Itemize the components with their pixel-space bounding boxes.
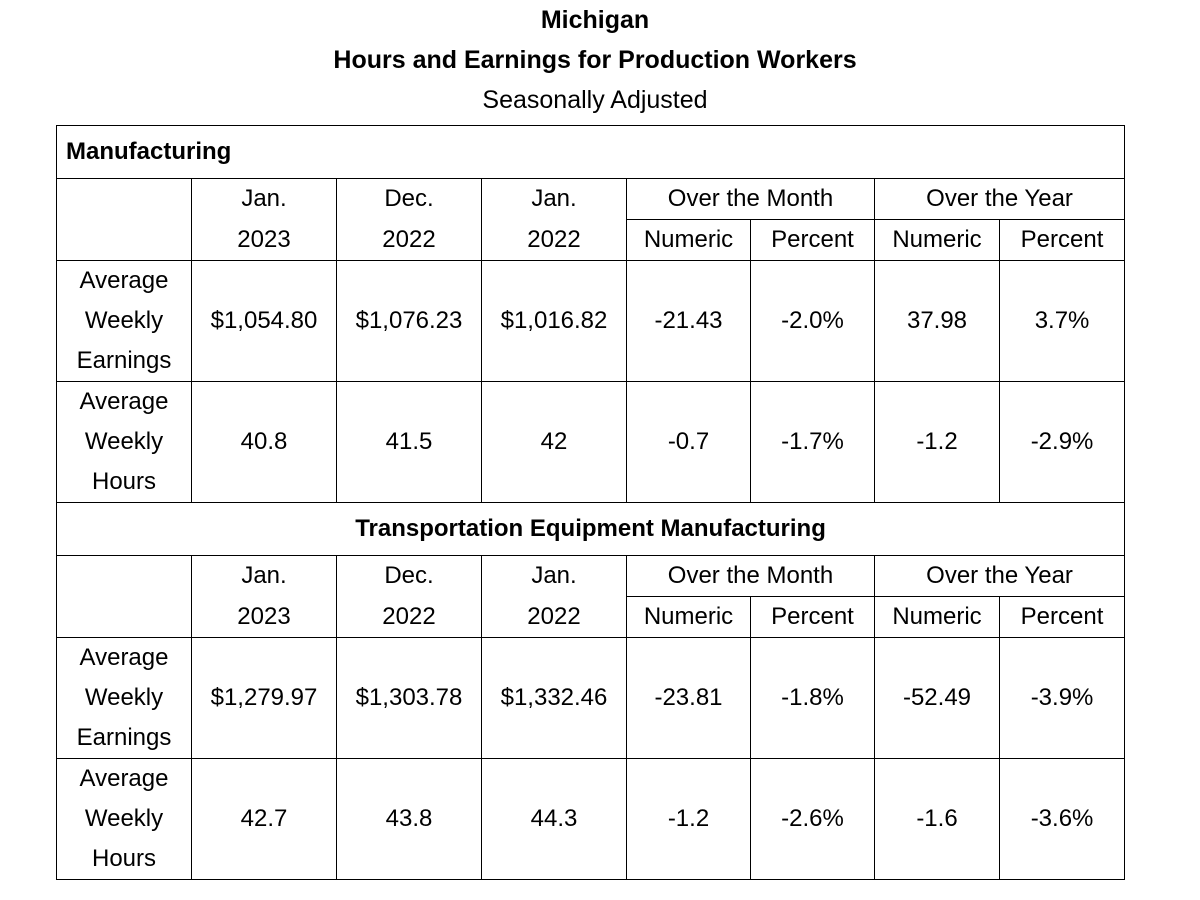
- value-cell: -1.7%: [750, 381, 875, 503]
- column-subheader-row: 2023 2022 2022 Numeric Percent Numeric P…: [56, 596, 1126, 638]
- col-header-over-month: Over the Month: [626, 555, 875, 597]
- row-label-line: Hours: [91, 845, 157, 872]
- row-label-line: Weekly: [84, 428, 164, 455]
- col-header-numeric: Numeric: [874, 219, 1000, 261]
- section-title: Manufacturing: [55, 125, 1126, 179]
- column-header-row: Jan. Dec. Jan. Over the Month Over the Y…: [56, 178, 1126, 220]
- column-header-row: Jan. Dec. Jan. Over the Month Over the Y…: [56, 555, 1126, 597]
- row-label-line: Average: [79, 644, 169, 671]
- page-title: Michigan: [540, 6, 650, 34]
- row-label: Average Weekly Hours: [56, 758, 192, 880]
- value-cell: $1,054.80: [191, 260, 337, 382]
- value-cell: $1,016.82: [481, 260, 627, 382]
- col-header-numeric: Numeric: [626, 219, 751, 261]
- adjustment-note: Seasonally Adjusted: [482, 86, 708, 114]
- hours-earnings-table: Manufacturing Jan. Dec. Jan. Over the Mo…: [55, 125, 1126, 880]
- section-header-row: Manufacturing: [55, 125, 1126, 179]
- value-cell: 43.8: [336, 758, 482, 880]
- col-header-over-year: Over the Year: [873, 178, 1126, 220]
- column-subheader-row: 2023 2022 2022 Numeric Percent Numeric P…: [56, 219, 1126, 261]
- row-label-line: Earnings: [76, 724, 172, 751]
- value-cell: -1.2: [626, 758, 751, 880]
- blank-cell: [56, 555, 192, 597]
- col-header-month: Jan.: [481, 178, 627, 220]
- table-row: Average Weekly Hours 40.8 41.5 42 -0.7 -…: [56, 381, 1126, 503]
- row-label-line: Hours: [91, 468, 157, 495]
- value-cell: $1,279.97: [191, 637, 337, 759]
- row-label-line: Weekly: [84, 805, 164, 832]
- row-label: Average Weekly Hours: [56, 381, 192, 503]
- table-row: Average Weekly Hours 42.7 43.8 44.3 -1.2…: [56, 758, 1126, 880]
- value-cell: $1,303.78: [336, 637, 482, 759]
- col-header-year: 2022: [336, 596, 482, 638]
- value-cell: 37.98: [874, 260, 1000, 382]
- row-label-line: Weekly: [84, 307, 164, 334]
- col-header-over-year: Over the Year: [873, 555, 1126, 597]
- value-cell: -3.6%: [998, 758, 1126, 880]
- page-subtitle: Hours and Earnings for Production Worker…: [333, 46, 857, 74]
- value-cell: -52.49: [874, 637, 1000, 759]
- col-header-month: Dec.: [336, 178, 482, 220]
- value-cell: 44.3: [481, 758, 627, 880]
- value-cell: -2.6%: [750, 758, 875, 880]
- row-label: Average Weekly Earnings: [56, 260, 192, 382]
- section-header-row: Transportation Equipment Manufacturing: [55, 502, 1126, 556]
- row-label-line: Weekly: [84, 684, 164, 711]
- col-header-year: 2022: [481, 596, 627, 638]
- value-cell: -0.7: [626, 381, 751, 503]
- row-label: Average Weekly Earnings: [56, 637, 192, 759]
- col-header-percent: Percent: [998, 219, 1126, 261]
- value-cell: -23.81: [626, 637, 751, 759]
- col-header-year: 2023: [191, 219, 337, 261]
- value-cell: 3.7%: [998, 260, 1126, 382]
- section-title: Transportation Equipment Manufacturing: [55, 502, 1126, 556]
- blank-cell: [56, 219, 192, 261]
- row-label-line: Average: [79, 267, 169, 294]
- value-cell: 41.5: [336, 381, 482, 503]
- value-cell: -1.6: [874, 758, 1000, 880]
- col-header-percent: Percent: [998, 596, 1126, 638]
- value-cell: -2.9%: [998, 381, 1126, 503]
- col-header-over-month: Over the Month: [626, 178, 875, 220]
- value-cell: -3.9%: [998, 637, 1126, 759]
- value-cell: 42.7: [191, 758, 337, 880]
- blank-cell: [56, 178, 192, 220]
- blank-cell: [56, 596, 192, 638]
- value-cell: -2.0%: [750, 260, 875, 382]
- row-label-line: Average: [79, 765, 169, 792]
- table-row: Average Weekly Earnings $1,279.97 $1,303…: [56, 637, 1126, 759]
- col-header-numeric: Numeric: [626, 596, 751, 638]
- value-cell: -1.2: [874, 381, 1000, 503]
- value-cell: 42: [481, 381, 627, 503]
- col-header-month: Jan.: [191, 178, 337, 220]
- col-header-month: Jan.: [481, 555, 627, 597]
- value-cell: -21.43: [626, 260, 751, 382]
- row-label-line: Earnings: [76, 347, 172, 374]
- col-header-percent: Percent: [750, 596, 875, 638]
- value-cell: $1,332.46: [481, 637, 627, 759]
- value-cell: 40.8: [191, 381, 337, 503]
- col-header-year: 2023: [191, 596, 337, 638]
- col-header-year: 2022: [336, 219, 482, 261]
- table-row: Average Weekly Earnings $1,054.80 $1,076…: [56, 260, 1126, 382]
- col-header-month: Jan.: [191, 555, 337, 597]
- col-header-year: 2022: [481, 219, 627, 261]
- col-header-numeric: Numeric: [874, 596, 1000, 638]
- col-header-percent: Percent: [750, 219, 875, 261]
- value-cell: -1.8%: [750, 637, 875, 759]
- row-label-line: Average: [79, 388, 169, 415]
- value-cell: $1,076.23: [336, 260, 482, 382]
- col-header-month: Dec.: [336, 555, 482, 597]
